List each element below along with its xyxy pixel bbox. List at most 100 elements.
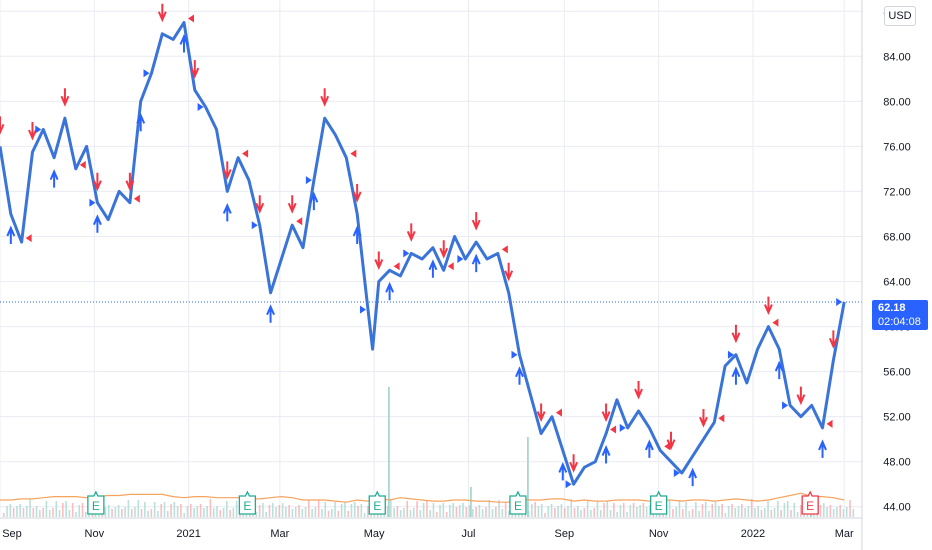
sell-arrow	[439, 240, 449, 259]
volume-bar	[577, 506, 579, 517]
last-price-value: 62.18	[878, 302, 906, 314]
volume-bar	[232, 508, 235, 517]
x-tick-label: Nov	[649, 528, 669, 540]
volume-bar	[196, 506, 199, 517]
volume-bar	[337, 511, 340, 517]
volume-bar	[550, 504, 553, 517]
volume-bar	[796, 512, 799, 517]
volume-bar	[275, 507, 277, 517]
volume-bar	[698, 511, 700, 517]
volume-bar	[642, 503, 645, 517]
volume-bar	[823, 503, 825, 517]
earnings-badge[interactable]: E	[87, 490, 105, 515]
volume-bar	[350, 504, 353, 517]
buy-flag	[359, 305, 366, 314]
buy-flag	[251, 221, 258, 230]
buy-flag	[727, 350, 734, 359]
volume-bar	[622, 503, 625, 517]
volume-bar	[734, 508, 737, 517]
volume-bar	[498, 500, 500, 517]
x-tick-label: May	[364, 528, 385, 540]
sell-flag	[296, 217, 303, 226]
volume-bar	[485, 507, 487, 517]
volume-bar	[708, 511, 710, 517]
volume-bar	[6, 506, 8, 517]
buy-arrow	[179, 34, 189, 53]
volume-bar	[32, 508, 35, 517]
earnings-badge-label: E	[514, 499, 522, 513]
sell-arrow	[406, 223, 416, 242]
sell-flag	[447, 262, 454, 271]
currency-badge[interactable]: USD	[884, 6, 916, 26]
buy-arrow	[136, 112, 146, 132]
volume-bar	[470, 487, 472, 517]
buy-arrow	[644, 439, 654, 458]
volume-bar	[419, 510, 422, 517]
buy-flag	[511, 350, 518, 359]
earnings-badge[interactable]: E	[649, 490, 668, 515]
volume-bar	[606, 501, 609, 517]
volume-bar	[570, 499, 573, 517]
sell-arrow	[764, 296, 773, 316]
volume-bar	[527, 437, 529, 517]
volume-bar	[216, 506, 218, 517]
volume-bar	[393, 508, 395, 517]
buy-arrow	[818, 439, 827, 458]
volume-bar	[563, 508, 566, 517]
volume-bar	[691, 509, 694, 517]
volume-bar	[760, 510, 763, 517]
volume-bar	[35, 506, 38, 517]
volume-bar	[3, 513, 5, 517]
volume-bar	[311, 509, 313, 517]
volume-bar	[790, 510, 792, 517]
sell-flag	[350, 149, 357, 158]
volume-bar	[557, 506, 559, 517]
sell-flag	[610, 425, 617, 434]
volume-bar	[701, 504, 704, 517]
time-axis[interactable]: Sep Nov 2021 Mar May Jul Sep Nov 2022 Mar	[2, 528, 854, 540]
volume-bar	[25, 506, 28, 517]
volume-bar	[85, 512, 87, 517]
volume-bar	[560, 504, 563, 517]
volume-bar	[793, 503, 796, 517]
volume-bar	[19, 504, 21, 517]
volume-bar	[649, 505, 651, 517]
earnings-badge[interactable]: E	[368, 490, 386, 515]
volume-bar	[845, 507, 848, 517]
volume-bar	[629, 505, 632, 517]
sell-flag	[826, 419, 833, 428]
earnings-badge[interactable]: E	[509, 490, 527, 515]
volume-bar	[134, 507, 136, 517]
earnings-badge[interactable]: E	[238, 490, 257, 515]
y-tick-label: 76.00	[883, 141, 911, 153]
volume-bar	[800, 505, 802, 517]
volume-bar	[478, 505, 481, 517]
volume-bar	[157, 511, 159, 517]
price-axis[interactable]: 44.0048.0052.0056.0060.0064.0068.0072.00…	[883, 6, 911, 513]
sell-arrow	[374, 251, 384, 271]
volume-bar	[426, 501, 428, 517]
sell-arrow	[125, 172, 135, 192]
volume-bar	[180, 504, 182, 517]
volume-bar	[78, 505, 81, 517]
volume-bar	[262, 503, 264, 517]
volume-bar	[331, 509, 333, 517]
volume-bar	[613, 503, 615, 517]
volume-bar	[741, 504, 743, 517]
volume-bar	[609, 510, 612, 517]
earnings-badge[interactable]: E	[801, 490, 819, 515]
volume-bar	[435, 512, 438, 517]
volume-bar	[449, 505, 451, 517]
volume-bar	[121, 509, 123, 517]
volume-bar	[468, 505, 471, 517]
buy-arrow	[601, 445, 611, 464]
sell-arrow	[222, 161, 232, 180]
volume-bar	[288, 505, 290, 517]
volume-bar	[544, 513, 546, 517]
volume-bar	[48, 510, 51, 517]
earnings-badge-shape	[509, 490, 527, 515]
volume-bar	[344, 502, 346, 517]
sell-flag	[501, 245, 508, 254]
